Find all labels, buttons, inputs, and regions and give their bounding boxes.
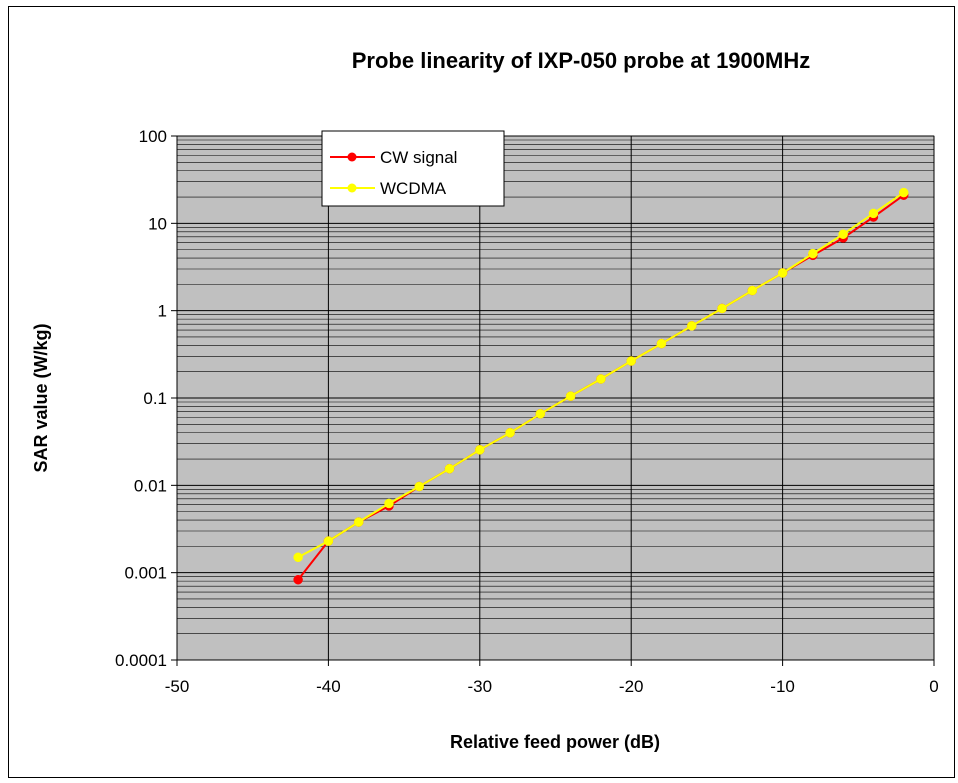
x-tick-label: -30 (468, 677, 493, 696)
legend: CW signal WCDMA (321, 130, 505, 207)
y-axis-ticks: 100 10 1 0.1 0.01 0.001 0.0001 (115, 127, 177, 670)
data-point (323, 536, 334, 546)
y-tick-label: 0.0001 (115, 651, 167, 670)
data-point (384, 498, 394, 509)
data-point (656, 338, 667, 349)
data-point (444, 463, 455, 474)
x-tick-label: 0 (929, 677, 938, 696)
data-point (687, 321, 697, 331)
data-point (777, 268, 788, 278)
legend-box (321, 130, 505, 207)
y-tick-label: 0.001 (124, 564, 167, 583)
data-point (293, 574, 303, 585)
data-point (596, 374, 606, 384)
y-tick-label: 0.1 (143, 389, 167, 408)
minor-gridlines (177, 139, 934, 635)
legend-label: WCDMA (380, 179, 447, 198)
line-chart: Probe linearity of IXP-050 probe at 1900… (31, 48, 939, 752)
data-point (535, 409, 546, 419)
chart-title: Probe linearity of IXP-050 probe at 1900… (352, 48, 810, 73)
data-point (898, 187, 909, 198)
data-point (868, 208, 879, 219)
legend-swatch-marker (347, 152, 357, 162)
x-tick-label: -10 (770, 677, 795, 696)
y-tick-label: 10 (148, 214, 167, 233)
series-layer (293, 187, 909, 585)
data-point (353, 517, 364, 527)
data-point (747, 285, 758, 296)
y-tick-label: 100 (139, 127, 167, 146)
x-tick-label: -50 (165, 677, 190, 696)
x-axis-title: Relative feed power (dB) (450, 732, 660, 752)
series-wcdma (293, 187, 909, 563)
y-tick-label: 1 (158, 302, 167, 321)
data-point (838, 229, 848, 239)
legend-swatch-marker (347, 183, 357, 193)
x-tick-label: -40 (316, 677, 341, 696)
y-axis-title: SAR value (W/kg) (31, 323, 51, 472)
data-point (293, 552, 303, 563)
data-point (505, 428, 515, 438)
data-point (717, 303, 727, 314)
data-point (475, 445, 485, 455)
major-gridlines (177, 135, 935, 660)
chart-frame: Probe linearity of IXP-050 probe at 1900… (8, 6, 955, 778)
legend-label: CW signal (380, 148, 457, 167)
data-point (565, 391, 576, 401)
x-axis-ticks: -50 -40 -30 -20 -10 0 (165, 660, 939, 696)
y-tick-label: 0.01 (134, 476, 167, 495)
x-tick-label: -20 (619, 677, 644, 696)
data-point (808, 248, 818, 259)
data-point (626, 356, 636, 366)
data-point (414, 481, 424, 492)
